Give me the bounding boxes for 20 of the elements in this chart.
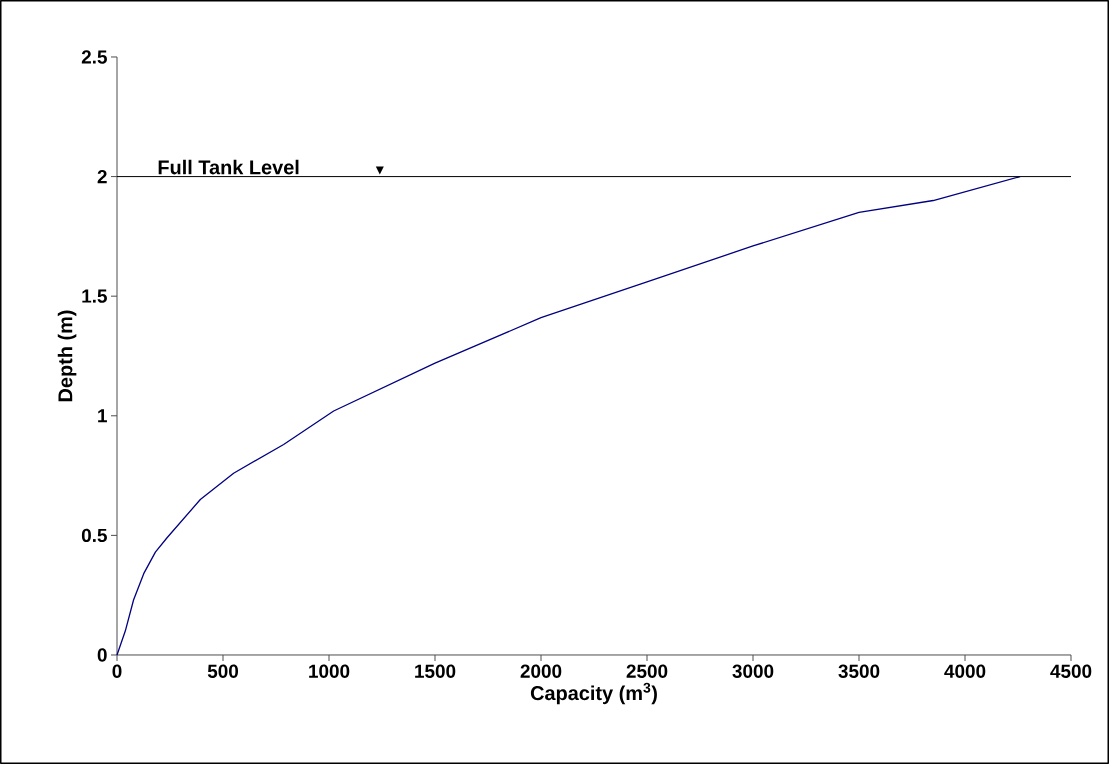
- x-tick-label: 2000: [520, 664, 562, 678]
- x-tick-label: 500: [207, 664, 239, 678]
- x-tick-label: 4500: [1050, 664, 1092, 678]
- x-tick-label: 4000: [944, 664, 986, 678]
- line-series: [116, 175, 1021, 656]
- x-tick-label: 2500: [626, 664, 668, 678]
- y-tick-label: 1: [98, 409, 107, 423]
- y-axis-title: Depth (m): [57, 310, 77, 402]
- ref-line-label: Full Tank Level: [158, 159, 299, 175]
- x-tick-label: 3000: [732, 664, 774, 678]
- y-tick-label: 2.5: [81, 50, 107, 64]
- x-tick-label: 3500: [838, 664, 880, 678]
- y-tick-label: 1.5: [82, 289, 107, 303]
- y-tick-label: 0: [97, 648, 107, 662]
- y-tick-label: 2: [97, 169, 107, 184]
- x-tick-label: 0: [112, 664, 122, 678]
- x-tick-label: 1000: [309, 664, 350, 678]
- y-tick-label: 0.5: [81, 528, 107, 543]
- x-tick-label: 1500: [415, 664, 456, 678]
- x-axis-title: Capacity (m$^{3}$): [530, 682, 657, 705]
